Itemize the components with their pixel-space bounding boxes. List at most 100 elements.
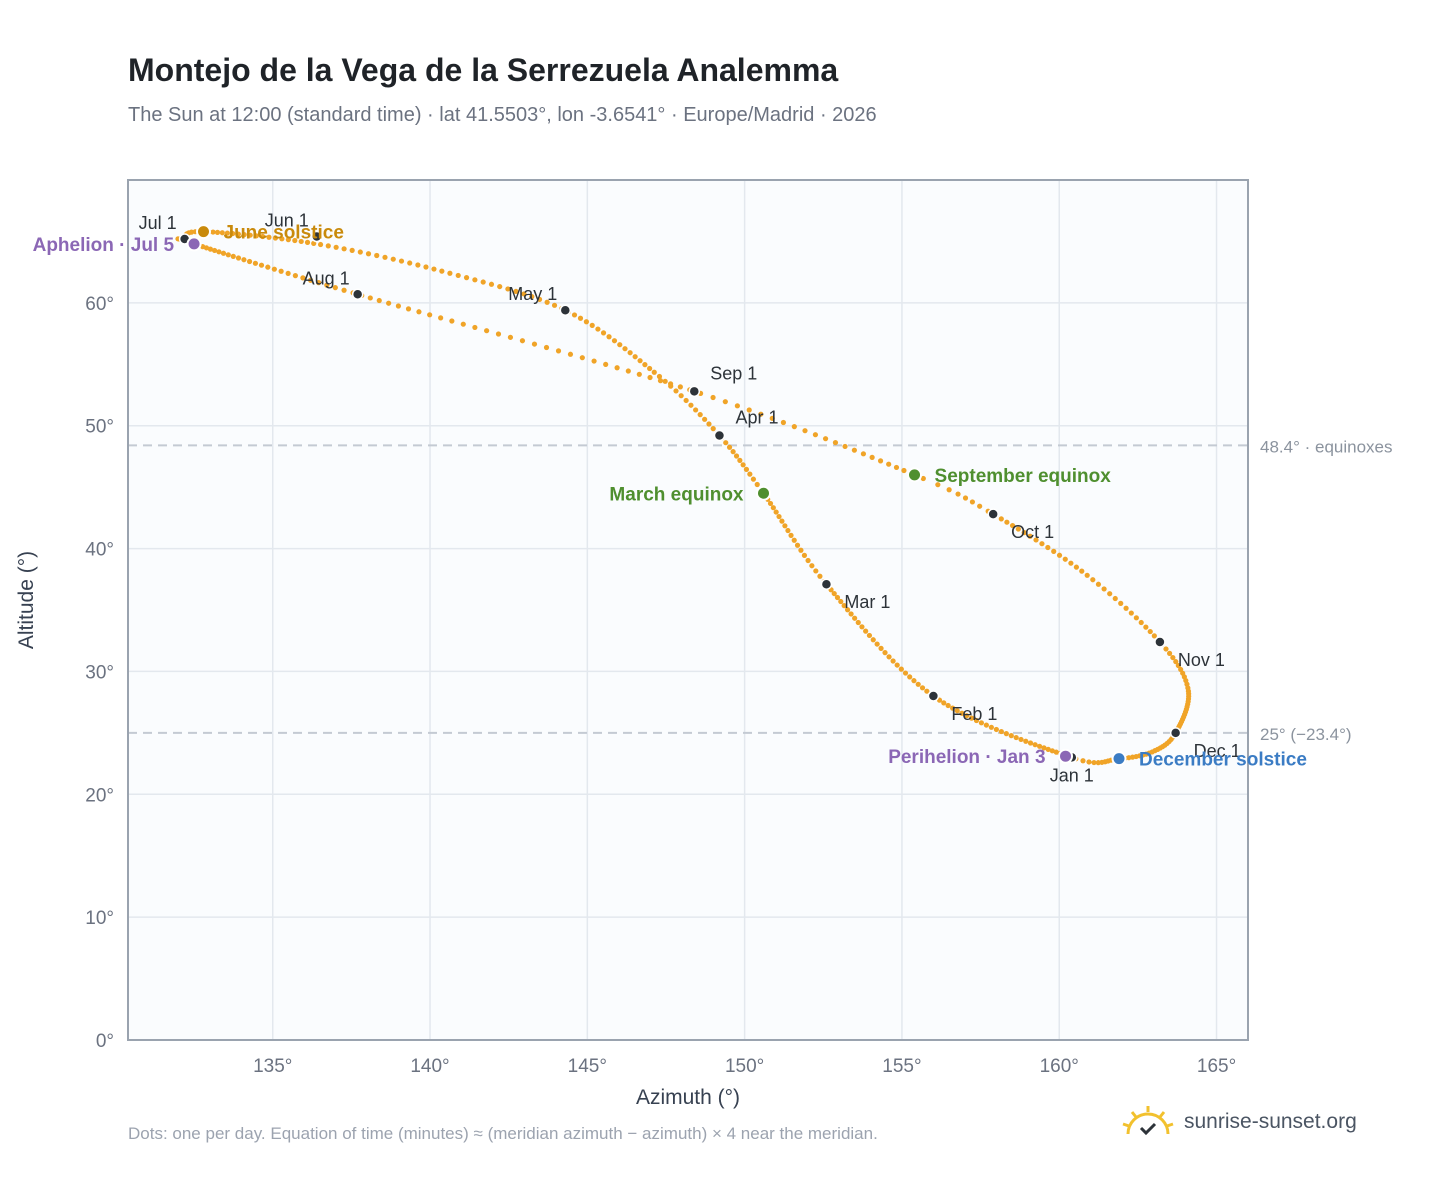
- daily-sun-dot: [324, 282, 330, 288]
- daily-sun-dot: [332, 285, 338, 291]
- daily-sun-dot: [770, 505, 776, 511]
- daily-sun-dot: [998, 516, 1004, 522]
- daily-sun-dot: [834, 594, 841, 601]
- daily-sun-dot: [513, 288, 519, 295]
- daily-sun-dot: [447, 270, 453, 276]
- daily-sun-dot: [678, 393, 684, 399]
- daily-sun-dot: [750, 476, 757, 482]
- daily-sun-dot: [279, 236, 285, 242]
- daily-sun-dot: [1068, 560, 1074, 566]
- daily-sun-dot: [480, 279, 486, 285]
- daily-sun-dot: [767, 500, 774, 507]
- daily-sun-dot: [460, 321, 466, 327]
- daily-sun-dot: [1166, 650, 1173, 656]
- daily-sun-dot: [779, 518, 785, 524]
- daily-sun-dot: [315, 280, 322, 286]
- daily-sun-dot: [1021, 530, 1027, 536]
- daily-sun-dot: [252, 260, 259, 266]
- daily-sun-dot: [438, 315, 444, 321]
- daily-sun-dot: [278, 268, 284, 274]
- daily-sun-dot: [1056, 552, 1063, 558]
- daily-sun-dot: [959, 710, 965, 716]
- daily-sun-dot: [225, 252, 231, 258]
- daily-sun-dot: [1175, 662, 1181, 669]
- daily-sun-dot: [859, 624, 865, 630]
- daily-sun-dot: [842, 443, 848, 450]
- daily-sun-dot: [571, 312, 578, 318]
- daily-sun-dot: [415, 262, 421, 268]
- daily-sun-dot: [1080, 758, 1086, 764]
- daily-sun-dot: [946, 487, 952, 493]
- daily-sun-dot: [622, 346, 628, 352]
- daily-sun-dot: [802, 428, 808, 434]
- daily-sun-dot: [683, 397, 689, 404]
- daily-sun-dot: [697, 412, 703, 418]
- daily-sun-dot: [1086, 759, 1092, 765]
- reference-line-label: 25° (−23.4°): [1260, 725, 1352, 744]
- daily-sun-dot: [950, 705, 956, 711]
- daily-sun-dot: [667, 381, 674, 387]
- daily-sun-dot: [216, 249, 222, 255]
- daily-sun-dot: [852, 615, 858, 621]
- daily-sun-dot: [1128, 610, 1134, 616]
- daily-sun-dot: [519, 338, 526, 344]
- daily-sun-dot: [758, 411, 764, 417]
- daily-sun-dot: [710, 426, 716, 432]
- daily-sun-dot: [1053, 749, 1059, 755]
- month-label: Oct 1: [1011, 522, 1054, 542]
- daily-sun-dot: [505, 286, 511, 292]
- daily-sun-dot: [998, 728, 1004, 735]
- daily-sun-dot: [841, 603, 847, 609]
- daily-sun-dot: [1062, 556, 1068, 562]
- daily-sun-dot: [642, 362, 648, 368]
- daily-sun-dot: [1039, 541, 1045, 547]
- daily-sun-dot: [405, 306, 412, 312]
- daily-sun-dot: [890, 658, 896, 664]
- daily-sun-dot: [235, 231, 241, 237]
- daily-sun-dot: [272, 235, 279, 241]
- daily-sun-dot: [308, 277, 314, 283]
- daily-sun-dot: [941, 700, 947, 706]
- daily-sun-dot: [1073, 564, 1080, 570]
- daily-sun-dot: [1133, 615, 1139, 621]
- daily-sun-dot: [706, 421, 712, 427]
- daily-sun-dot: [543, 344, 550, 351]
- event-label: Aphelion · Jul 5: [33, 235, 175, 256]
- plot-area: [128, 180, 1248, 1040]
- daily-sun-dot: [298, 238, 304, 245]
- daily-sun-dot: [651, 369, 657, 375]
- brand[interactable]: sunrise-sunset.org: [1120, 1102, 1357, 1142]
- daily-sun-dot: [677, 384, 683, 390]
- daily-sun-dot: [551, 302, 558, 308]
- daily-sun-dot: [968, 715, 975, 721]
- daily-sun-dot: [870, 637, 876, 643]
- daily-sun-dot: [210, 229, 216, 235]
- plot-border: [127, 179, 1249, 1041]
- month-label: Nov 1: [1178, 650, 1225, 670]
- daily-sun-dot: [260, 233, 266, 240]
- daily-sun-dot: [367, 295, 373, 301]
- month-label: Jul 1: [139, 213, 177, 233]
- daily-sun-dot: [292, 237, 298, 244]
- daily-sun-dot: [893, 464, 900, 471]
- daily-sun-dot: [285, 237, 291, 243]
- daily-sun-dot: [386, 300, 392, 306]
- brand-name: sunrise-sunset.org: [1184, 1110, 1357, 1133]
- daily-sun-dot: [693, 407, 699, 413]
- daily-sun-dot: [390, 256, 396, 262]
- daily-sun-dot: [688, 402, 694, 408]
- daily-sun-dot: [1143, 624, 1149, 630]
- event-marker: [196, 224, 212, 240]
- daily-sun-dot: [1009, 522, 1016, 529]
- daily-sun-dot: [869, 454, 875, 460]
- daily-sun-dot: [983, 722, 989, 728]
- daily-sun-dot: [722, 399, 728, 405]
- month-marker: [987, 508, 999, 520]
- daily-sun-dot: [636, 371, 642, 377]
- daily-sun-dot: [1041, 745, 1047, 751]
- daily-sun-dot: [600, 330, 607, 336]
- month-marker: [1154, 636, 1166, 648]
- daily-sun-dot: [954, 708, 960, 714]
- daily-sun-dot: [395, 303, 401, 309]
- daily-sun-dot: [1008, 733, 1014, 739]
